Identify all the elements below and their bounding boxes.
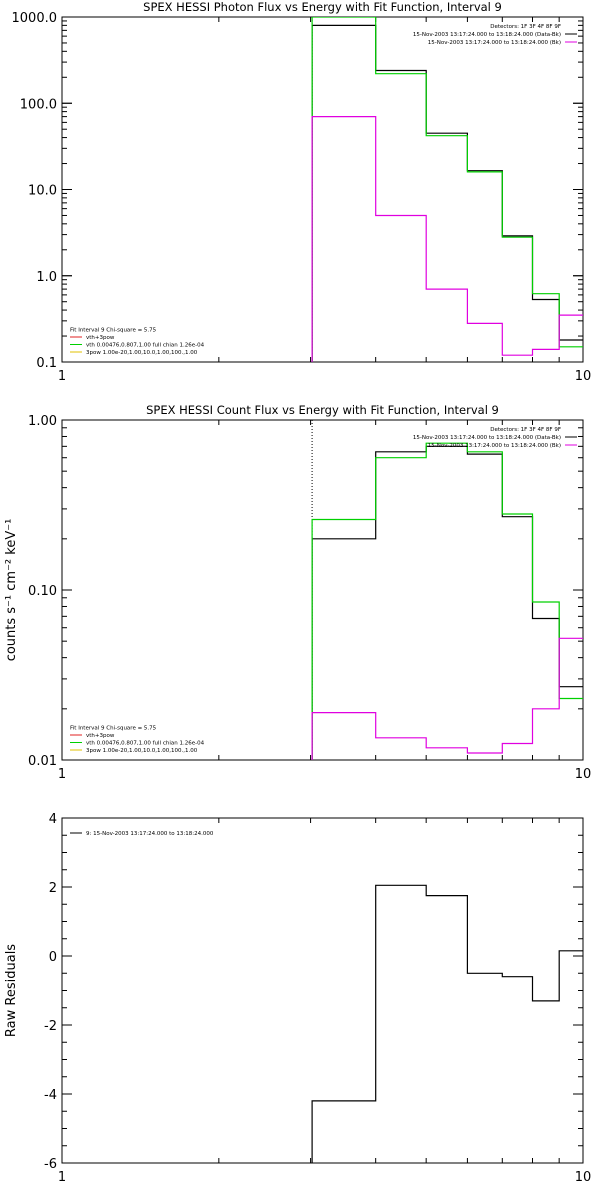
series-2-step-line <box>311 442 583 760</box>
y-tick-label: 2 <box>49 881 57 896</box>
x-tick-label: 1 <box>58 1170 66 1185</box>
legend-entry: 3pow 1.00e-20,1.00,10.0,1.00,100.,1.00 <box>86 350 198 356</box>
series-3-step-line <box>311 637 583 760</box>
panel-2: SPEX HESSI Count Flux vs Energy with Fit… <box>4 403 591 782</box>
legend-entry: vth+3pow <box>86 335 115 341</box>
y-tick-label: 1.00 <box>28 414 57 429</box>
chart-title: SPEX HESSI Photon Flux vs Energy with Fi… <box>143 0 502 14</box>
series-group <box>311 17 583 362</box>
y-tick-label: 0.1 <box>36 356 57 371</box>
y-tick-label: 1.0 <box>36 270 57 285</box>
legend-entry: 9: 15-Nov-2003 13:17:24.000 to 13:18:24.… <box>86 831 214 837</box>
panel-1: SPEX HESSI Photon Flux vs Energy with Fi… <box>12 0 592 384</box>
legend-entry: Fit Interval 9 Chi-square = 5.75 <box>70 726 157 732</box>
y-tick-label: 0.01 <box>28 754 57 769</box>
legend-entry: 3pow 1.00e-20,1.00,10.0,1.00,100.,1.00 <box>86 748 198 754</box>
y-tick-label: 4 <box>49 812 57 827</box>
y-tick-label: -6 <box>44 1157 57 1172</box>
y-tick-label: 10.0 <box>28 184 57 199</box>
legend-entry: vth+3pow <box>86 733 115 739</box>
y-tick-label: 0 <box>49 950 57 965</box>
series-2-step-line <box>311 17 583 362</box>
x-tick-label: 1 <box>58 369 66 384</box>
y-tick-label: 100.0 <box>20 97 57 112</box>
y-tick-label: 0.10 <box>28 584 57 599</box>
info-line: 15-Nov-2003 13:17:24.000 to 13:18:24.000… <box>413 435 561 441</box>
x-tick-label: 10 <box>575 369 592 384</box>
series-3-step-line <box>311 116 583 362</box>
panel-3: 1 10 -6 -4 -2 0 2 4 Raw Residuals 9: 15-Nov-2003 … <box>4 812 591 1185</box>
x-tick-label: 10 <box>575 767 592 782</box>
plot-frame <box>61 16 584 363</box>
legend-entry: vth 0.00476,0.807,1.00 full chian 1.26e-… <box>86 343 205 349</box>
series-group <box>311 442 583 760</box>
info-line: 15-Nov-2003 13:17:24.000 to 13:18:24.000… <box>413 32 561 38</box>
y-tick-label: 1000.0 <box>12 11 58 26</box>
y-tick-label: -4 <box>44 1088 57 1103</box>
plot-frame <box>61 817 584 1164</box>
series-1-step-line <box>311 24 583 362</box>
x-tick-label: 10 <box>575 1170 592 1185</box>
y-axis-label: Raw Residuals <box>4 944 19 1037</box>
y-tick-label: -2 <box>44 1019 57 1034</box>
info-line: 15-Nov-2003 13:17:24.000 to 13:18:24.000… <box>428 40 561 46</box>
info-line: Detectors: 1F 3F 4F 8F 9F <box>490 24 561 30</box>
info-line: 15-Nov-2003 13:17:24.000 to 13:18:24.000… <box>428 443 561 449</box>
plot-frame <box>61 419 584 761</box>
y-axis-label: counts s⁻¹ cm⁻² keV⁻¹ <box>4 519 19 662</box>
chart-title: SPEX HESSI Count Flux vs Energy with Fit… <box>146 403 499 417</box>
legend-entry: Fit Interval 9 Chi-square = 5.75 <box>70 328 157 334</box>
legend-entry: vth 0.00476,0.807,1.00 full chian 1.26e-… <box>86 741 205 747</box>
series-group <box>311 884 583 1163</box>
info-line: Detectors: 1F 3F 4F 8F 9F <box>490 427 561 433</box>
series-1-step-line <box>311 884 583 1163</box>
x-tick-label: 1 <box>58 767 66 782</box>
